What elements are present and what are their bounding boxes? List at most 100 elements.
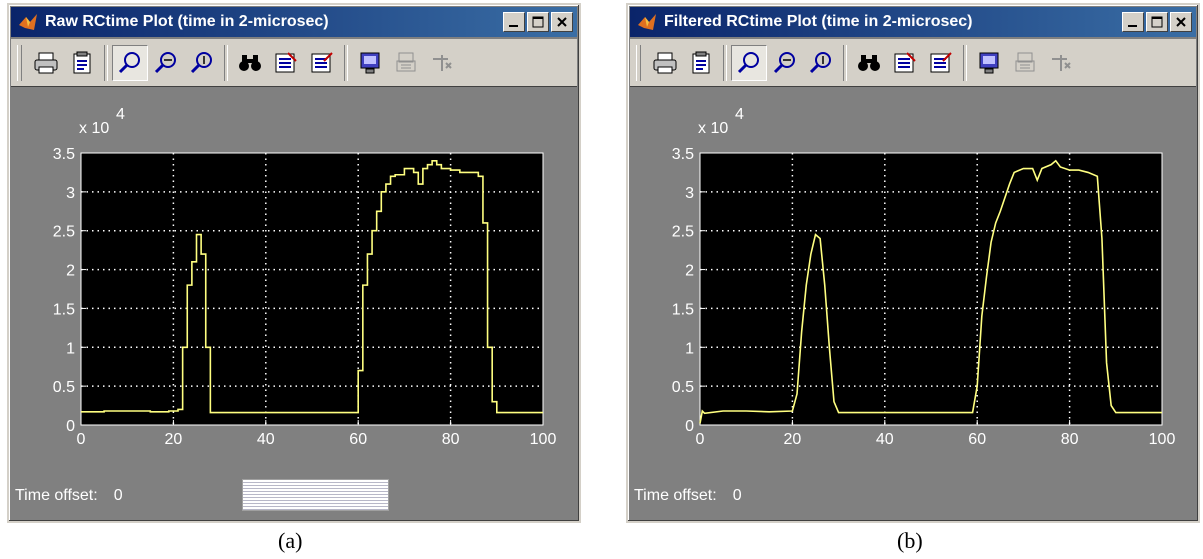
floating-scope-button[interactable]: [352, 45, 388, 81]
axes-frame: [699, 152, 1163, 426]
status-bar: Time offset: 0: [15, 487, 123, 505]
signal-selection-button[interactable]: [1043, 45, 1079, 81]
plot-area[interactable]: 0 20 40 60 80 100 0 0.5 1 1.5 2 2.5 3 3.5x 10 4: [628, 89, 1198, 469]
x-tick-label: 100: [530, 431, 557, 448]
magnifier-icon: [737, 51, 759, 73]
close-icon: [1176, 17, 1186, 27]
parameters-icon: [692, 51, 710, 73]
save-axes-icon: [275, 51, 297, 72]
disabled-print-icon: [1015, 52, 1035, 71]
x-tick-label: 20: [784, 431, 802, 448]
title-bar[interactable]: Raw RCtime Plot (time in 2-microsec): [11, 7, 577, 37]
toolbar-separator: [843, 44, 847, 81]
matlab-logo-icon: [638, 14, 656, 30]
plot-area[interactable]: 0 20 40 60 80 100 0 0.5 1 1.5 2 2.5 3 3.5x 10 4: [9, 89, 579, 469]
y-tick-label: 3: [66, 185, 75, 202]
axes-background: [81, 153, 543, 425]
title-bar[interactable]: Filtered RCtime Plot (time in 2-microsec…: [630, 7, 1196, 37]
parameters-button[interactable]: [64, 45, 100, 81]
maximize-icon: [532, 16, 544, 28]
monitor-icon: [979, 52, 999, 73]
parameters-button[interactable]: [683, 45, 719, 81]
axes-background: [700, 153, 1162, 425]
figure-caption: (b): [897, 528, 923, 553]
minimize-icon: [509, 25, 518, 27]
y-tick-label: 1.5: [672, 301, 694, 318]
y-tick-label: 2.5: [672, 224, 694, 241]
autoscale-button[interactable]: [232, 45, 268, 81]
maximize-button[interactable]: [1146, 12, 1168, 32]
y-tick-label: 0: [66, 418, 75, 435]
x-tick-label: 20: [165, 431, 183, 448]
y-tick-label: 0: [685, 418, 694, 435]
printer-icon: [653, 52, 677, 73]
zoom-y-button[interactable]: [184, 45, 220, 81]
close-button[interactable]: [551, 12, 573, 32]
x-tick-label: 40: [257, 431, 275, 448]
x-tick-label: 60: [968, 431, 986, 448]
print-button[interactable]: [647, 45, 683, 81]
restore-axes-button[interactable]: [304, 45, 340, 81]
minimize-button[interactable]: [1122, 12, 1144, 32]
minimize-icon: [1128, 25, 1137, 27]
scope-window-filtered: Filtered RCtime Plot (time in 2-microsec…: [626, 3, 1200, 523]
time-offset-value: 0: [113, 487, 123, 504]
window-title: Raw RCtime Plot (time in 2-microsec): [45, 13, 329, 30]
toolbar-separator: [963, 44, 967, 81]
minimize-button[interactable]: [503, 12, 525, 32]
y-tick-label: 2.5: [53, 224, 75, 241]
zoom-y-icon: [190, 51, 212, 73]
autoscale-button[interactable]: [851, 45, 887, 81]
x-tick-label: 80: [1061, 431, 1079, 448]
y-tick-label: 3.5: [672, 146, 694, 163]
zoom-x-button[interactable]: [767, 45, 803, 81]
zoom-x-icon: [154, 51, 176, 73]
close-icon: [557, 17, 567, 27]
x-tick-label: 60: [349, 431, 367, 448]
save-axes-button[interactable]: [887, 45, 923, 81]
disabled-print-icon: [396, 52, 416, 71]
binoculars-icon: [858, 54, 880, 71]
y-tick-label: 3: [685, 185, 694, 202]
y-exponent-power: 4: [116, 106, 125, 123]
monitor-icon: [360, 52, 380, 73]
window-title: Filtered RCtime Plot (time in 2-microsec…: [664, 13, 973, 30]
scope-toolbar: [630, 39, 1196, 87]
zoom-y-icon: [809, 51, 831, 73]
lock-axes-button[interactable]: [1007, 45, 1043, 81]
y-tick-label: 0.5: [672, 379, 694, 396]
status-field: [242, 479, 389, 511]
x-tick-label: 80: [442, 431, 460, 448]
binoculars-icon: [239, 54, 261, 71]
toolbar-separator: [104, 44, 108, 81]
time-offset-value: 0: [732, 487, 742, 504]
zoom-x-icon: [773, 51, 795, 73]
series-line: [81, 159, 543, 414]
signal-selector-icon: [1052, 54, 1071, 71]
zoom-x-button[interactable]: [148, 45, 184, 81]
y-tick-label: 1: [66, 340, 75, 357]
toolbar-grip[interactable]: [17, 44, 22, 81]
floating-scope-button[interactable]: [971, 45, 1007, 81]
printer-icon: [34, 52, 58, 73]
zoom-button[interactable]: [731, 44, 767, 81]
close-button[interactable]: [1170, 12, 1192, 32]
time-offset-label: Time offset:: [15, 487, 98, 504]
zoom-y-button[interactable]: [803, 45, 839, 81]
save-axes-button[interactable]: [268, 45, 304, 81]
y-tick-label: 3.5: [53, 146, 75, 163]
restore-axes-button[interactable]: [923, 45, 959, 81]
signal-selection-button[interactable]: [424, 45, 460, 81]
toolbar-grip[interactable]: [636, 44, 641, 81]
maximize-button[interactable]: [527, 12, 549, 32]
series-line: [699, 159, 1162, 424]
figure-caption: (a): [278, 528, 303, 553]
x-tick-label: 40: [876, 431, 894, 448]
print-button[interactable]: [28, 45, 64, 81]
y-exponent-power: 4: [735, 106, 744, 123]
lock-axes-button[interactable]: [388, 45, 424, 81]
y-exponent-label: x 10: [79, 120, 109, 137]
y-tick-label: 0.5: [53, 379, 75, 396]
zoom-button[interactable]: [112, 44, 148, 81]
toolbar-separator: [344, 44, 348, 81]
